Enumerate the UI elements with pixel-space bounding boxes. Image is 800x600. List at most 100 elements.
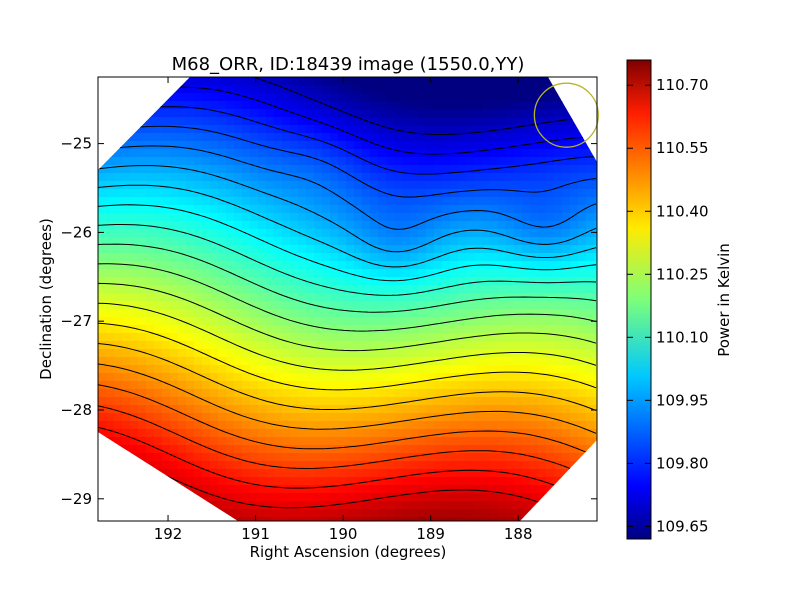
heatmap-cell [506, 429, 515, 438]
heatmap-cell [186, 301, 195, 310]
heatmap-cell [578, 301, 587, 310]
heatmap-cell [594, 325, 597, 334]
heatmap-cell [450, 157, 459, 166]
heatmap-cell [178, 197, 187, 206]
heatmap-cell [586, 221, 595, 230]
heatmap-cell [434, 333, 443, 342]
heatmap-cell [218, 293, 227, 302]
heatmap-cell [490, 501, 499, 510]
heatmap-cell [122, 277, 131, 286]
heatmap-cell [362, 261, 371, 270]
heatmap-cell [186, 285, 195, 294]
heatmap-cell [570, 229, 579, 238]
heatmap-cell [554, 245, 563, 254]
heatmap-cell [498, 245, 507, 254]
heatmap-cell [250, 341, 259, 350]
heatmap-cell [514, 269, 523, 278]
heatmap-cell [514, 237, 523, 246]
heatmap-cell [306, 485, 315, 494]
heatmap-cell [202, 261, 211, 270]
heatmap-cell [202, 181, 211, 190]
heatmap-cell [210, 77, 219, 86]
heatmap-cell [410, 93, 419, 102]
heatmap-cell [234, 341, 243, 350]
heatmap-cell [162, 229, 171, 238]
heatmap-cell [314, 189, 323, 198]
heatmap-cell [146, 245, 155, 254]
heatmap-cell [426, 421, 435, 430]
heatmap-cell [570, 293, 579, 302]
heatmap-cell [218, 317, 227, 326]
heatmap-cell [98, 269, 107, 278]
heatmap-cell [426, 389, 435, 398]
heatmap-cell [258, 461, 267, 470]
heatmap-cell [562, 165, 571, 174]
heatmap-cell [442, 301, 451, 310]
heatmap-cell [274, 133, 283, 142]
heatmap-cell [130, 349, 139, 358]
heatmap-cell [306, 93, 315, 102]
heatmap-cell [314, 165, 323, 174]
heatmap-cell [338, 261, 347, 270]
heatmap-cell [130, 429, 139, 438]
heatmap-cell [298, 301, 307, 310]
heatmap-cell [466, 245, 475, 254]
heatmap-cell [346, 517, 355, 521]
heatmap-cell [434, 189, 443, 198]
heatmap-cell [242, 421, 251, 430]
heatmap-cell [322, 133, 331, 142]
heatmap-cell [354, 285, 363, 294]
heatmap-cell [466, 181, 475, 190]
heatmap-cell [530, 245, 539, 254]
heatmap-cell [402, 165, 411, 174]
heatmap-cell [354, 461, 363, 470]
heatmap-cell [282, 381, 291, 390]
y-axis-label: Declination (degrees) [37, 218, 55, 380]
heatmap-cell [250, 109, 259, 118]
heatmap-cell [402, 325, 411, 334]
heatmap-cell [250, 373, 259, 382]
heatmap-cell [138, 149, 147, 158]
heatmap-cell [578, 373, 587, 382]
heatmap-cell [170, 365, 179, 374]
colorbar-label: Power in Kelvin [715, 243, 733, 357]
heatmap-cell [274, 269, 283, 278]
heatmap-cell [226, 269, 235, 278]
heatmap-cell [402, 389, 411, 398]
heatmap-cell [450, 189, 459, 198]
heatmap-cell [322, 165, 331, 174]
heatmap-cell [298, 325, 307, 334]
heatmap-cell [250, 493, 259, 502]
heatmap-cell [146, 237, 155, 246]
heatmap-cell [514, 109, 523, 118]
heatmap-cell [274, 261, 283, 270]
heatmap-cell [178, 213, 187, 222]
heatmap-cell [170, 229, 179, 238]
heatmap-cell [130, 301, 139, 310]
heatmap-cell [554, 453, 563, 462]
heatmap-cell [394, 389, 403, 398]
heatmap-cell [570, 269, 579, 278]
heatmap-cell [186, 213, 195, 222]
heatmap-cell [562, 317, 571, 326]
heatmap-cell [370, 245, 379, 254]
heatmap-cell [258, 245, 267, 254]
heatmap-cell [466, 373, 475, 382]
heatmap-cell [298, 109, 307, 118]
heatmap-cell [274, 325, 283, 334]
heatmap-cell [578, 149, 587, 158]
heatmap-cell [306, 157, 315, 166]
heatmap-cell [210, 101, 219, 110]
heatmap-cell [122, 197, 131, 206]
heatmap-cell [386, 205, 395, 214]
heatmap-cell [458, 165, 467, 174]
heatmap-cell [490, 133, 499, 142]
heatmap-cell [394, 373, 403, 382]
heatmap-cell [474, 157, 483, 166]
heatmap-cell [322, 93, 331, 102]
heatmap-cell [346, 245, 355, 254]
heatmap-cell [490, 341, 499, 350]
heatmap-cell [114, 197, 123, 206]
heatmap-cell [426, 85, 435, 94]
heatmap-cell [418, 493, 427, 502]
